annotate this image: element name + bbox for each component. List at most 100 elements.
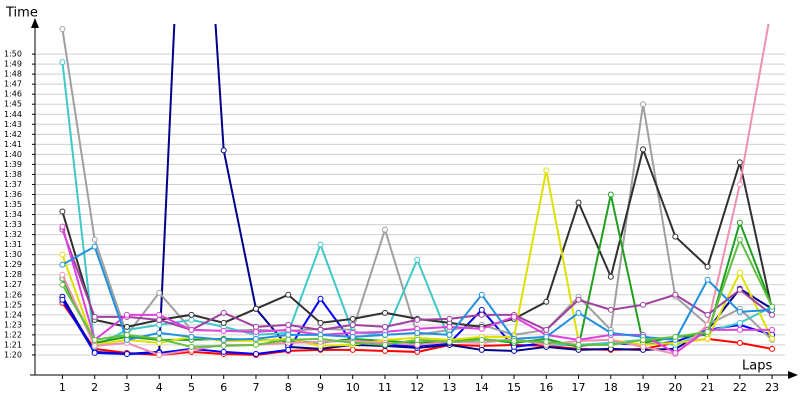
y-tick-label: 1:37 — [4, 180, 22, 189]
series-line — [61, 24, 770, 356]
point — [704, 311, 711, 318]
point — [704, 276, 711, 283]
x-axis-label: Laps — [742, 359, 772, 374]
point — [317, 326, 324, 333]
y-tick-label: 1:42 — [4, 130, 22, 139]
y-tick-label: 1:43 — [4, 120, 22, 129]
point — [672, 291, 679, 298]
point — [414, 316, 421, 323]
point — [91, 236, 98, 243]
x-axis-arrow — [788, 371, 798, 379]
point — [220, 319, 227, 326]
y-tick-label: 1:30 — [4, 250, 22, 259]
point — [640, 146, 647, 153]
point — [511, 337, 518, 344]
point — [317, 295, 324, 302]
point — [770, 1, 775, 6]
point — [769, 303, 776, 310]
point — [382, 331, 388, 338]
y-axis-arrow — [31, 18, 39, 28]
point — [607, 341, 614, 348]
point — [123, 350, 130, 357]
point — [446, 323, 453, 330]
point — [252, 305, 259, 312]
x-tick-label: 16 — [539, 381, 553, 394]
x-tick-label: 20 — [668, 381, 682, 394]
point — [640, 301, 647, 308]
point — [769, 326, 776, 333]
point — [252, 341, 259, 348]
y-tick-label: 1:49 — [4, 60, 22, 69]
point — [252, 350, 259, 357]
y-tick-label: 1:34 — [4, 210, 22, 219]
point — [414, 341, 421, 348]
point — [478, 306, 485, 313]
series-line — [61, 24, 773, 355]
point — [220, 348, 227, 355]
point — [414, 336, 421, 343]
point — [414, 329, 421, 336]
y-tick-label: 1:20 — [4, 350, 22, 359]
point — [736, 269, 743, 276]
y-tick-label: 1:26 — [4, 290, 22, 299]
x-tick-label: 14 — [475, 381, 489, 394]
point — [704, 328, 711, 335]
point — [156, 329, 163, 336]
point — [123, 323, 130, 330]
point — [317, 319, 324, 326]
y-tick-label: 1:33 — [4, 220, 22, 229]
x-tick-label: 9 — [317, 381, 324, 394]
point — [349, 339, 356, 346]
point — [220, 327, 227, 334]
point — [91, 313, 98, 320]
x-tick-label: 23 — [765, 381, 779, 394]
y-tick-label: 1:41 — [4, 140, 22, 149]
point — [285, 326, 292, 333]
point — [156, 351, 163, 358]
point — [446, 315, 453, 322]
point — [220, 336, 227, 343]
x-tick-label: 2 — [91, 381, 98, 394]
point — [543, 326, 550, 333]
point — [446, 331, 453, 338]
point — [736, 236, 743, 243]
point — [220, 309, 227, 316]
x-tick-label: 17 — [572, 381, 586, 394]
y-tick-label: 1:35 — [4, 200, 22, 209]
point — [607, 191, 614, 198]
point — [349, 321, 356, 328]
point — [382, 226, 388, 233]
point — [607, 329, 614, 336]
point — [156, 321, 163, 328]
point — [382, 341, 388, 348]
point — [252, 328, 259, 335]
point — [59, 261, 66, 268]
x-tick-label: 10 — [346, 381, 360, 394]
point — [575, 199, 582, 206]
point — [91, 349, 98, 356]
point — [382, 323, 388, 330]
point — [188, 316, 195, 323]
point — [769, 345, 776, 352]
y-tick-label: 1:23 — [4, 320, 22, 329]
point — [672, 349, 679, 356]
point — [123, 336, 130, 343]
point — [382, 347, 388, 354]
point — [672, 233, 679, 240]
point — [59, 281, 66, 288]
point — [543, 167, 550, 174]
point — [59, 208, 66, 215]
y-tick-label: 1:36 — [4, 190, 22, 199]
y-tick-label: 1:22 — [4, 330, 22, 339]
x-tick-label: 3 — [123, 381, 130, 394]
point — [478, 346, 485, 353]
point — [736, 286, 743, 293]
point — [91, 243, 98, 250]
point — [640, 101, 647, 108]
y-tick-label: 1:50 — [4, 50, 22, 59]
point — [704, 335, 711, 342]
x-tick-label: 21 — [701, 381, 715, 394]
x-tick-label: 4 — [156, 381, 163, 394]
point — [285, 331, 292, 338]
